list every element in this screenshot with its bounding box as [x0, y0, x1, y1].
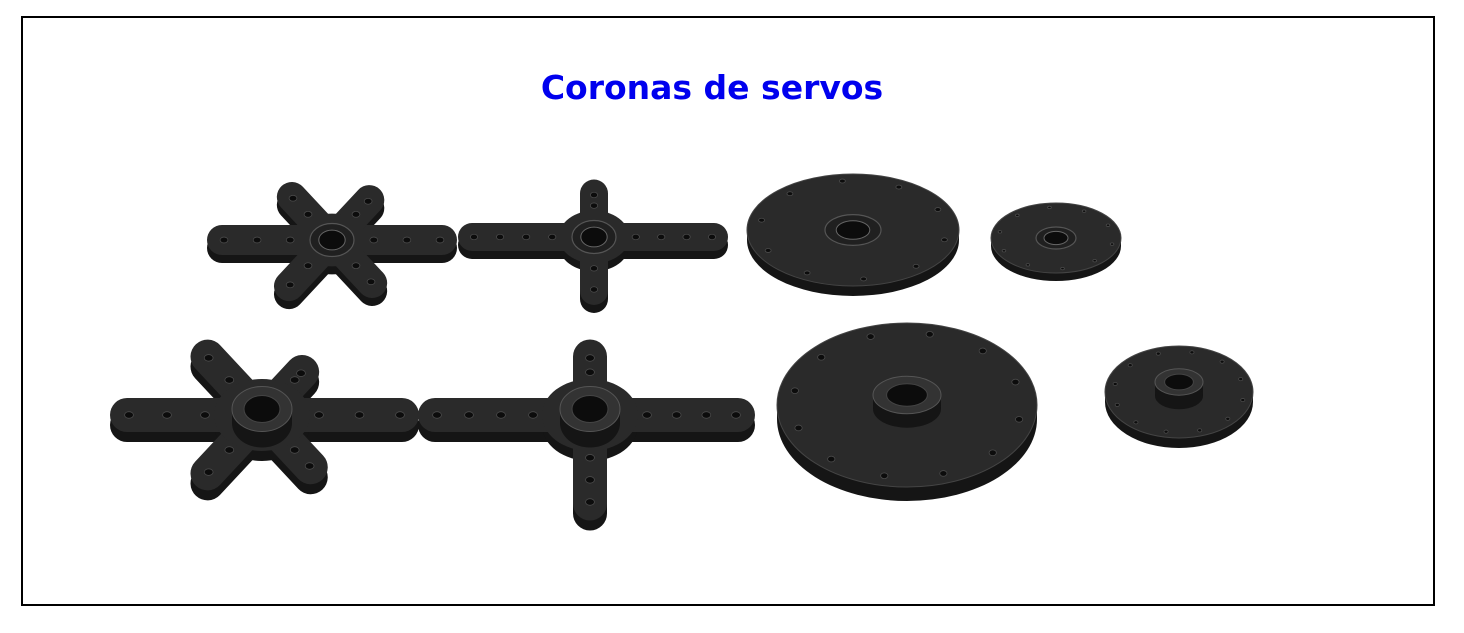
- figure-title: Coronas de servos: [540, 68, 884, 107]
- disc-small-small-hub: [990, 202, 1122, 281]
- disc-large-large-hub: [776, 322, 1038, 501]
- disc-small-large-hub: [1104, 345, 1254, 448]
- horn-4-arm-large: [418, 339, 755, 531]
- horn-6-arm-large: [110, 339, 419, 501]
- disc-large-small-hub: [746, 173, 960, 296]
- horn-6-arm-small: [207, 181, 457, 310]
- figure-frame: Coronas de servos: [21, 16, 1435, 606]
- horn-4-arm-small: [458, 179, 728, 313]
